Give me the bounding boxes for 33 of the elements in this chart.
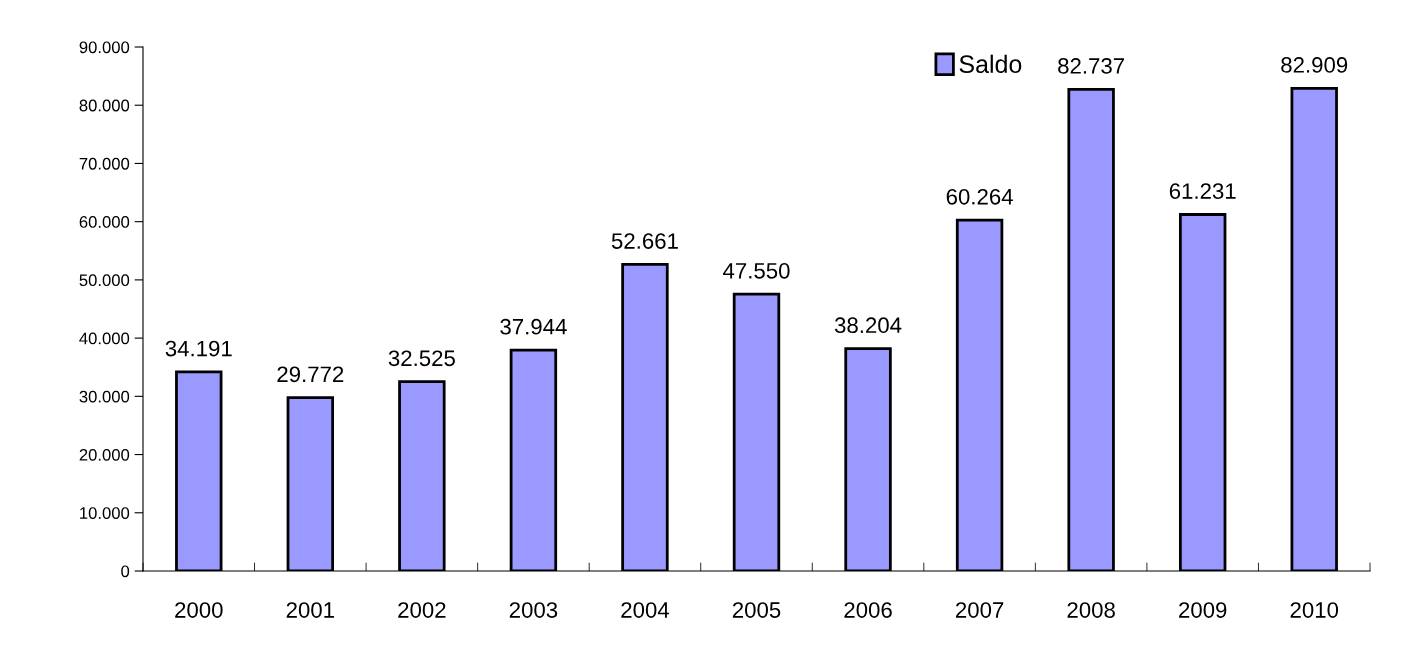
data-label: 32.525 (388, 350, 455, 367)
x-tick-label: 2010 (1290, 602, 1339, 618)
x-tick-label: 2009 (1179, 602, 1227, 618)
data-label: 47.550 (723, 262, 790, 279)
y-tick-label: 10.000 (80, 507, 130, 519)
data-label: 37.944 (500, 318, 567, 335)
y-tick-label: 0 (121, 565, 130, 578)
legend-label: Saldo (959, 54, 1022, 74)
data-label: 82.737 (1058, 58, 1125, 74)
data-label: 38.204 (834, 317, 902, 334)
y-tick-label: 90.000 (79, 41, 130, 54)
y-tick-label: 40.000 (79, 332, 130, 345)
x-tick-label: 2007 (955, 602, 1004, 618)
x-tick-label: 2000 (175, 602, 223, 618)
data-label: 60.264 (946, 188, 1013, 205)
y-tick-label: 50.000 (79, 274, 130, 287)
data-label: 82.909 (1281, 57, 1348, 73)
x-tick-label: 2008 (1067, 602, 1115, 618)
y-tick-label: 30.000 (79, 390, 130, 403)
data-label: 52.661 (611, 233, 678, 249)
x-tick-label: 2001 (286, 602, 334, 618)
x-tick-label: 2004 (621, 602, 670, 618)
data-label: 29.772 (277, 366, 344, 383)
data-label: 61.231 (1169, 183, 1236, 199)
y-tick-label: 80.000 (79, 99, 130, 112)
x-tick-label: 2003 (509, 602, 558, 618)
x-tick-label: 2006 (844, 602, 892, 618)
y-tick-label: 60.000 (79, 216, 130, 228)
y-tick-label: 20.000 (79, 448, 130, 461)
data-label: 34.191 (165, 340, 232, 357)
x-tick-label: 2005 (732, 602, 781, 618)
x-tick-label: 2002 (398, 602, 446, 618)
y-tick-label: 70.000 (79, 157, 130, 170)
